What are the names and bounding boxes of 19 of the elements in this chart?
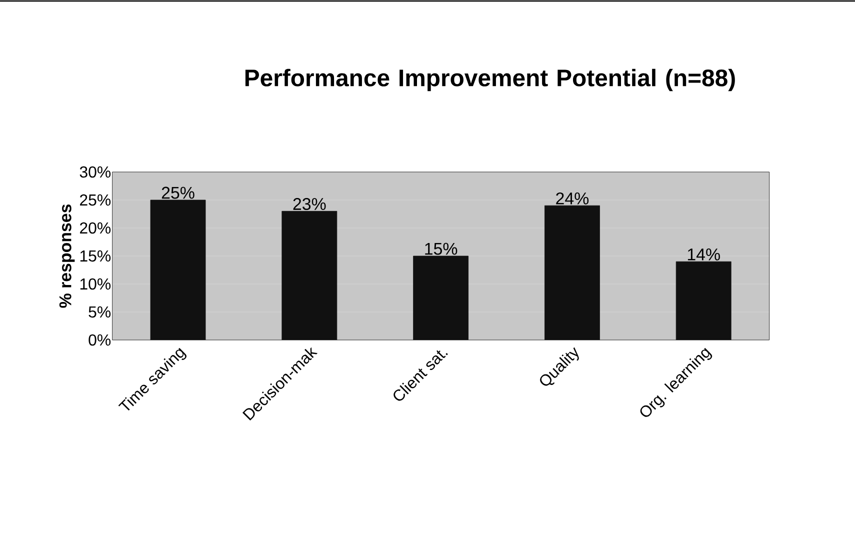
chart-title: Performance Improvement Potential (n=88) [245, 68, 735, 92]
data-label: 15% [425, 242, 458, 255]
y-axis-title: % responses [59, 204, 75, 308]
data-label: 24% [556, 192, 589, 204]
bar [150, 200, 206, 340]
data-label: 25% [162, 186, 194, 199]
y-tick-label: 30% [80, 166, 111, 178]
y-tick-label: 25% [80, 194, 111, 206]
y-tick-label: 10% [80, 278, 111, 290]
y-tick-label: 15% [80, 250, 111, 262]
data-label: 14% [688, 248, 720, 260]
bar [676, 261, 732, 340]
y-tick-label: 20% [80, 222, 111, 234]
bar [544, 205, 600, 340]
data-label: 23% [293, 198, 326, 210]
bar [282, 210, 338, 340]
bar [413, 256, 469, 340]
y-tick-label: 5% [88, 306, 111, 318]
y-tick-label: 0% [88, 334, 111, 346]
